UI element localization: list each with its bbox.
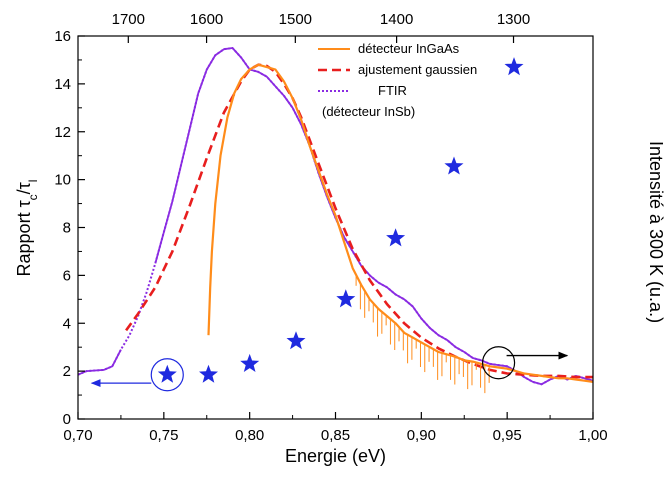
top-tick-label: 1400 <box>380 11 413 28</box>
y-tick-label: 6 <box>63 267 71 284</box>
x-tick-label: 1,00 <box>578 427 607 444</box>
ftir-curve-start <box>78 349 122 376</box>
star-point <box>199 364 218 383</box>
top-tick-label: 1500 <box>279 11 312 28</box>
gaussian-fit-curve <box>125 63 593 379</box>
top-tick-label: 1300 <box>497 11 530 28</box>
series-layer <box>78 47 593 394</box>
star-point <box>336 289 356 308</box>
y-tick-label: 16 <box>54 28 71 45</box>
annotation-layer <box>90 57 569 392</box>
ftir-curve <box>154 47 593 386</box>
y-tick-label: 2 <box>63 363 71 380</box>
x-tick-label: 0,70 <box>63 427 92 444</box>
legend-label-2: ajustement gaussien <box>358 62 477 77</box>
y-tick-label: 8 <box>63 220 71 237</box>
legend: détecteur InGaAs ajustement gaussien FTIR (… <box>318 41 477 119</box>
y-tick-label: 14 <box>54 76 71 93</box>
y-axis-title-part: c <box>26 194 40 200</box>
star-point <box>386 228 406 247</box>
annotation-circle <box>481 346 516 380</box>
star-point <box>286 331 306 350</box>
ingaas-curve <box>207 63 593 383</box>
axes-layer: 0,70 0,75 0,80 0,85 0,90 0,95 1,00 0 2 4 6 8 10 12 14 1… <box>54 11 607 444</box>
y-axis-title-part: /τ <box>14 182 34 194</box>
y-tick-label: 4 <box>63 315 71 332</box>
annotation-circle <box>150 358 184 392</box>
y-tick-label: 10 <box>54 172 71 189</box>
x-tick-label: 0,85 <box>321 427 350 444</box>
star-point <box>504 57 524 76</box>
legend-label-3: FTIR <box>378 83 407 98</box>
y-tick-label: 0 <box>63 411 71 428</box>
right-axis-title: Intensité à 300 K (u.a.) <box>646 141 664 323</box>
y-tick-label: 12 <box>54 124 71 141</box>
top-tick-label: 1700 <box>112 11 145 28</box>
y-axis-title-part: l <box>26 180 40 183</box>
top-tick-label: 1600 <box>190 11 223 28</box>
legend-label-1: détecteur InGaAs <box>358 41 460 56</box>
x-tick-label: 0,80 <box>235 427 264 444</box>
x-tick-label: 0,95 <box>493 427 522 444</box>
y-axis-title: Rapport τc/τl <box>14 180 40 277</box>
axis-titles: Energie (eV) Rapport τc/τl Intensité à 300… <box>14 141 664 466</box>
star-point <box>240 353 260 372</box>
x-tick-label: 0,75 <box>149 427 178 444</box>
legend-label-4: (détecteur InSb) <box>322 104 415 119</box>
star-point <box>444 156 464 175</box>
x-tick-label: 0,90 <box>407 427 436 444</box>
y-axis-title-part: Rapport τ <box>14 200 34 276</box>
star-point <box>157 364 177 383</box>
x-axis-title: Energie (eV) <box>285 446 386 466</box>
plot-frame <box>77 35 594 420</box>
